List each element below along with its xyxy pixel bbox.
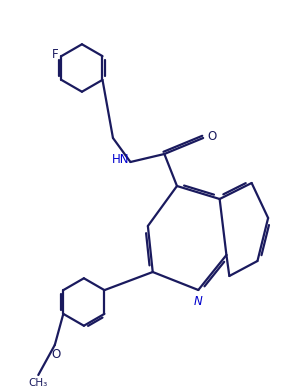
Text: HN: HN <box>111 153 129 166</box>
Text: N: N <box>193 295 202 308</box>
Text: F: F <box>51 48 58 61</box>
Text: CH₃: CH₃ <box>29 378 48 388</box>
Text: O: O <box>52 348 61 361</box>
Text: O: O <box>207 130 217 143</box>
